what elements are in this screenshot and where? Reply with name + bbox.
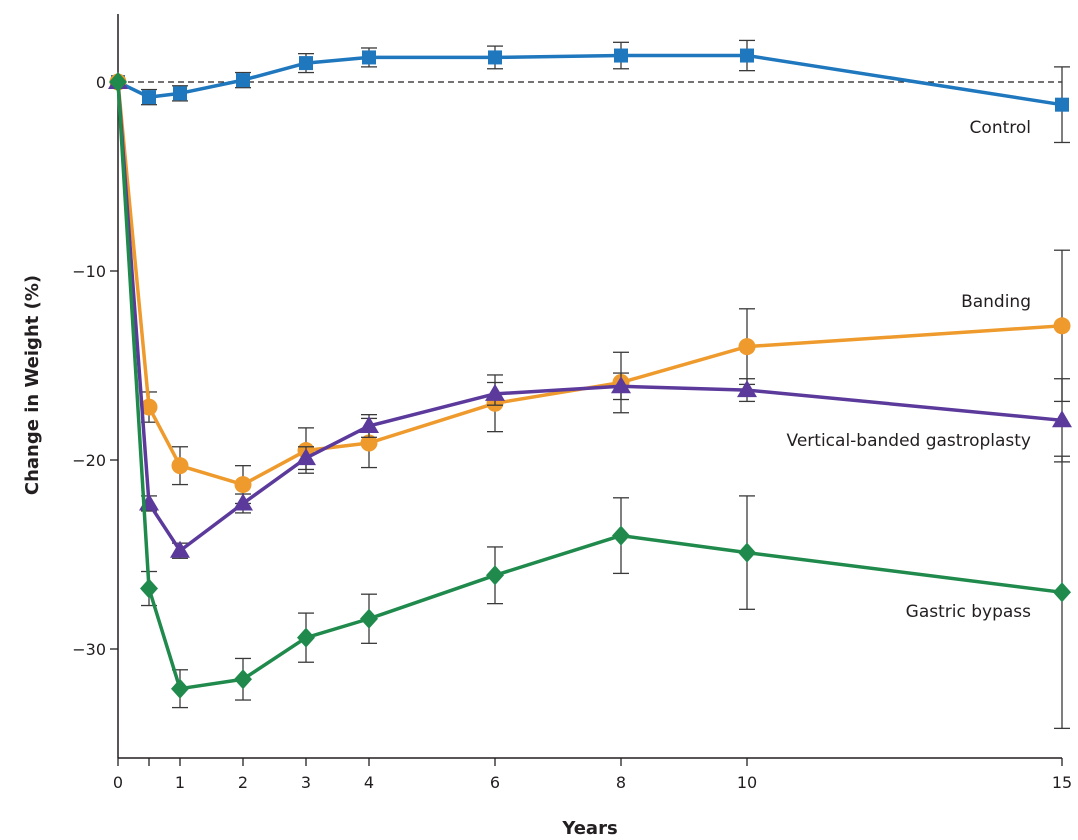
- data-point-triangle: [485, 383, 505, 401]
- data-point-triangle: [737, 380, 757, 398]
- data-point-square: [1055, 97, 1069, 112]
- data-point-square: [142, 90, 156, 105]
- series-label-banding: Banding: [961, 292, 1031, 312]
- x-tick-label: 1: [175, 773, 185, 792]
- label-layer: Years Change in Weight (%) Control Bandin…: [22, 118, 1031, 839]
- data-point-square: [173, 86, 187, 101]
- series-bypass: [109, 72, 1071, 730]
- y-axis-title: Change in Weight (%): [22, 275, 43, 495]
- data-point-diamond: [486, 565, 504, 586]
- y-tick-label: −30: [72, 640, 106, 659]
- series-line-control: [117, 53, 1063, 107]
- x-tick-label: 2: [238, 773, 248, 792]
- data-point-triangle: [296, 448, 316, 466]
- x-tick-label: 10: [737, 773, 757, 792]
- series-line-banding: [116, 81, 1063, 487]
- series-label-bypass: Gastric bypass: [906, 602, 1031, 622]
- tick-layer: 0 1 2 3 4 6 8 10 15 0 −10 −20 −30: [72, 73, 1072, 792]
- data-point-diamond: [297, 627, 315, 648]
- data-point-diamond: [738, 542, 756, 563]
- y-tick-label: −20: [72, 451, 106, 470]
- data-point-diamond: [1053, 582, 1071, 603]
- x-axis-title: Years: [561, 818, 617, 839]
- data-point-triangle: [611, 376, 631, 394]
- data-point-square: [488, 50, 502, 65]
- data-point-diamond: [109, 72, 127, 92]
- data-point-circle: [234, 476, 252, 494]
- data-point-circle: [171, 457, 189, 475]
- data-point-square: [740, 48, 754, 63]
- x-tick-label: 8: [616, 773, 626, 792]
- series-label-vbg: Vertical-banded gastroplasty: [787, 431, 1031, 451]
- data-point-triangle: [359, 415, 379, 433]
- y-tick-label: 0: [96, 73, 106, 92]
- data-point-circle: [360, 434, 378, 452]
- data-point-circle: [1053, 317, 1071, 335]
- data-point-diamond: [234, 669, 252, 690]
- series-control: [111, 39, 1070, 144]
- x-tick-label: 15: [1052, 773, 1072, 792]
- x-tick-label: 6: [490, 773, 500, 792]
- series-label-control: Control: [970, 118, 1031, 138]
- series-line-bypass: [116, 81, 1063, 691]
- data-point-triangle: [233, 493, 253, 511]
- data-point-diamond: [360, 608, 378, 629]
- x-tick-label: 0: [113, 773, 123, 792]
- data-point-square: [236, 73, 250, 88]
- data-point-diamond: [612, 525, 630, 546]
- data-point-square: [299, 56, 313, 71]
- x-tick-label: 4: [364, 773, 374, 792]
- data-point-circle: [140, 398, 158, 416]
- x-tick-label: 3: [301, 773, 311, 792]
- data-point-circle: [738, 338, 756, 356]
- series-vbg: [108, 72, 1072, 559]
- data-point-triangle: [170, 540, 190, 558]
- series-line-vbg: [116, 81, 1063, 553]
- data-point-triangle: [1052, 410, 1072, 428]
- series-layer: [108, 39, 1072, 730]
- data-point-square: [362, 50, 376, 65]
- data-point-diamond: [140, 578, 158, 599]
- data-point-square: [614, 48, 628, 63]
- axes: [117, 14, 1062, 759]
- y-tick-label: −10: [72, 262, 106, 281]
- data-point-diamond: [171, 678, 189, 699]
